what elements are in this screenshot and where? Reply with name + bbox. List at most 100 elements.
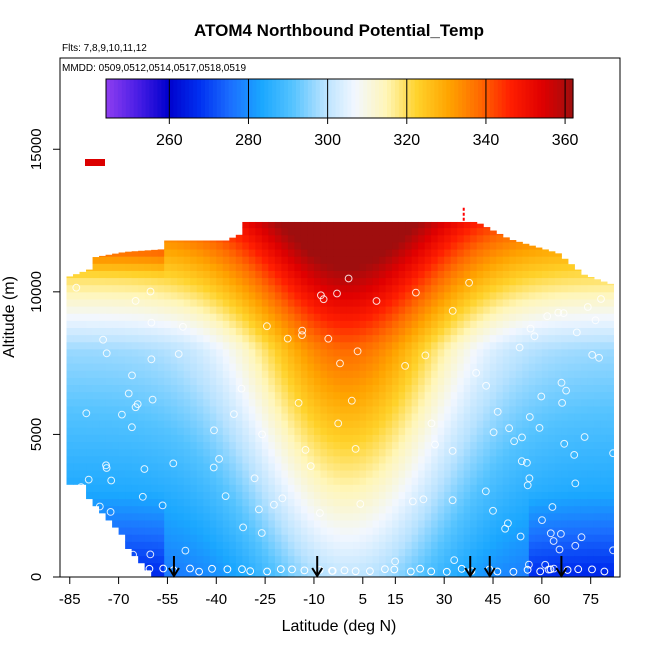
- heatmap-cell: [580, 470, 588, 478]
- heatmap-cell: [66, 334, 74, 343]
- heatmap-cell: [131, 505, 139, 514]
- heatmap-cell: [99, 298, 107, 307]
- heatmap-cell: [313, 377, 321, 386]
- heatmap-cell: [450, 491, 458, 500]
- heatmap-cell: [392, 448, 400, 457]
- heatmap-cell: [203, 270, 211, 279]
- x-tick-label: 75: [582, 591, 599, 608]
- heatmap-cell: [379, 221, 387, 229]
- sample-point: [548, 503, 557, 511]
- heatmap-cell: [593, 498, 601, 507]
- heatmap-cell: [144, 527, 152, 535]
- heatmap-cell: [548, 477, 556, 485]
- heatmap-cell: [444, 356, 452, 364]
- heatmap-cell: [307, 356, 315, 364]
- heatmap-cell: [593, 527, 601, 535]
- heatmap-cell: [326, 527, 334, 535]
- heatmap-cell: [411, 221, 419, 229]
- heatmap-cell: [346, 263, 354, 271]
- sample-point: [317, 291, 325, 300]
- heatmap-cell: [437, 477, 445, 485]
- heatmap-cell: [294, 427, 302, 435]
- heatmap-cell: [444, 562, 452, 571]
- heatmap-cell: [574, 298, 582, 307]
- heatmap-cell: [398, 291, 406, 300]
- heatmap-cell: [366, 434, 374, 443]
- heatmap-cell: [287, 527, 295, 535]
- heatmap-cell: [405, 384, 413, 393]
- heatmap-cell: [535, 448, 543, 457]
- heatmap-cell: [457, 241, 465, 250]
- heatmap-cell: [359, 320, 367, 328]
- heatmap-cell: [398, 277, 406, 286]
- heatmap-cell: [177, 327, 185, 336]
- heatmap-cell: [138, 341, 146, 350]
- heatmap-cell: [66, 462, 74, 471]
- heatmap-cell: [99, 434, 107, 443]
- heatmap-cell: [450, 348, 458, 357]
- heatmap-cell: [66, 341, 74, 350]
- heatmap-cell: [359, 470, 367, 478]
- heatmap-cell: [326, 555, 334, 564]
- heatmap-cell: [444, 534, 452, 542]
- heatmap-cell: [131, 462, 139, 471]
- heatmap-cell: [307, 434, 315, 443]
- heatmap-cell: [398, 477, 406, 485]
- heatmap-cell: [229, 555, 237, 564]
- heatmap-cell: [170, 263, 178, 271]
- heatmap-cell: [229, 448, 237, 457]
- heatmap-cell: [281, 527, 289, 535]
- heatmap-cell: [300, 455, 308, 464]
- heatmap-cell: [606, 327, 614, 336]
- heatmap-cell: [326, 384, 334, 393]
- heatmap-cell: [580, 527, 588, 535]
- heatmap-cell: [463, 221, 471, 229]
- colorbar-cell: [422, 79, 428, 118]
- heatmap-cell: [157, 519, 165, 528]
- heatmap-cell: [157, 256, 165, 264]
- heatmap-cell: [216, 398, 224, 407]
- heatmap-cell: [125, 427, 133, 435]
- sample-point: [237, 384, 246, 393]
- heatmap-cell: [157, 341, 165, 350]
- heatmap-cell: [261, 284, 269, 293]
- heatmap-cell: [483, 384, 491, 393]
- heatmap-cell: [144, 470, 152, 478]
- heatmap-cell: [255, 320, 263, 328]
- heatmap-cell: [112, 477, 120, 485]
- heatmap-cell: [372, 377, 380, 386]
- heatmap-cell: [92, 298, 100, 307]
- heatmap-cell: [509, 505, 517, 514]
- heatmap-cell: [118, 313, 126, 321]
- heatmap-cell: [287, 405, 295, 414]
- heatmap-cell: [528, 398, 536, 407]
- heatmap-cell: [268, 249, 276, 257]
- heatmap-cell: [385, 534, 393, 542]
- heatmap-cell: [235, 462, 243, 471]
- heatmap-cell: [398, 434, 406, 443]
- colorbar-cell: [157, 79, 163, 118]
- heatmap-cell: [457, 434, 465, 443]
- heatmap-cell: [346, 562, 354, 571]
- heatmap-cell: [105, 327, 113, 336]
- heatmap-cell: [300, 470, 308, 478]
- heatmap-cell: [73, 441, 81, 450]
- heatmap-cell: [307, 541, 315, 549]
- heatmap-cell: [528, 420, 536, 428]
- heatmap-cell: [574, 313, 582, 321]
- heatmap-cell: [144, 512, 152, 521]
- sample-point: [525, 413, 534, 421]
- heatmap-cell: [157, 384, 165, 393]
- heatmap-cell: [522, 491, 530, 500]
- heatmap-cell: [567, 270, 575, 279]
- heatmap-cell: [444, 327, 452, 336]
- heatmap-cell: [567, 462, 575, 471]
- heatmap-cell: [587, 320, 595, 328]
- heatmap-cell: [99, 363, 107, 371]
- heatmap-cell: [209, 569, 217, 578]
- heatmap-cell: [587, 470, 595, 478]
- heatmap-cell: [509, 534, 517, 542]
- heatmap-cell: [444, 427, 452, 435]
- heatmap-cell: [593, 405, 601, 414]
- heatmap-cell: [300, 391, 308, 400]
